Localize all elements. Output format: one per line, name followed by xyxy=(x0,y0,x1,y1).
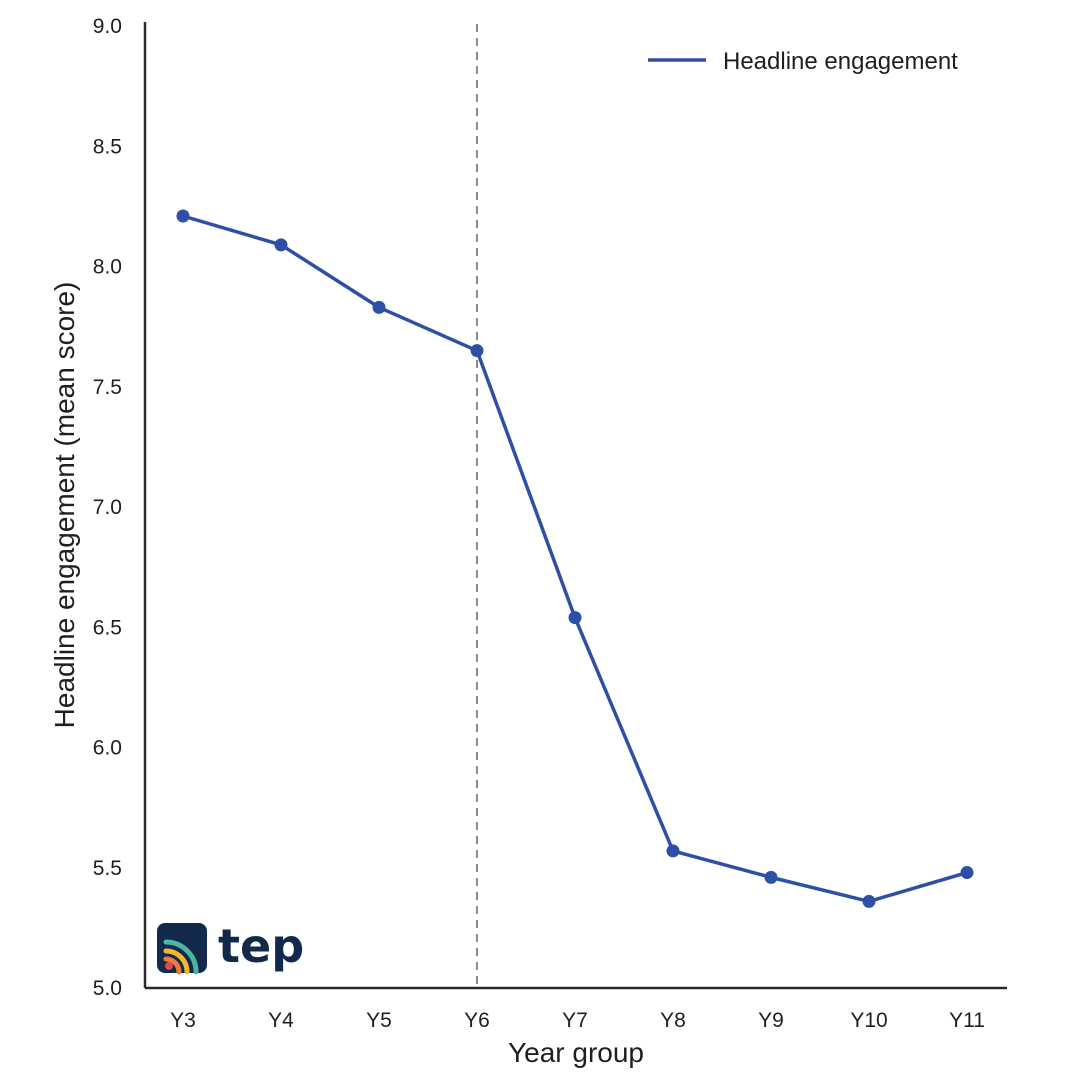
x-tick-label: Y4 xyxy=(268,1009,294,1032)
series-points xyxy=(176,209,974,908)
x-tick-label: Y5 xyxy=(366,1009,392,1032)
data-point-y4 xyxy=(274,238,288,252)
y-tick-label: 6.0 xyxy=(93,737,122,760)
y-tick-label: 8.5 xyxy=(93,135,122,158)
x-axis-ticks: Y3 Y4 Y5 Y6 Y7 Y8 Y9 Y10 Y11 xyxy=(170,1009,985,1032)
legend-label: Headline engagement xyxy=(723,48,958,75)
x-tick-label: Y11 xyxy=(949,1009,985,1032)
tep-logo-arc-yellow xyxy=(163,948,190,975)
data-point-y3 xyxy=(176,209,190,223)
y-tick-label: 7.0 xyxy=(93,496,122,519)
x-tick-label: Y3 xyxy=(170,1009,196,1032)
tep-logo-arc-orange xyxy=(163,956,182,975)
y-tick-label: 6.5 xyxy=(93,616,122,639)
data-point-y9 xyxy=(764,870,778,884)
x-axis-title: Year group xyxy=(508,1037,644,1068)
data-point-y6 xyxy=(470,344,484,358)
tep-logo: tep xyxy=(157,919,304,975)
data-point-y5 xyxy=(372,300,386,314)
y-tick-label: 7.5 xyxy=(93,376,122,399)
tep-logo-text: tep xyxy=(218,919,304,973)
x-tick-label: Y10 xyxy=(850,1009,887,1032)
legend: Headline engagement xyxy=(648,48,958,75)
y-tick-label: 5.5 xyxy=(93,857,122,880)
tep-logo-dot xyxy=(165,962,173,970)
data-point-y8 xyxy=(666,844,680,858)
tep-logo-arc-green xyxy=(163,939,199,975)
y-tick-label: 8.0 xyxy=(93,256,122,279)
x-tick-label: Y8 xyxy=(660,1009,686,1032)
data-point-y11 xyxy=(960,866,974,880)
data-point-y10 xyxy=(862,894,876,908)
series-line-headline-engagement xyxy=(182,214,968,904)
data-point-y7 xyxy=(568,611,582,625)
x-tick-label: Y9 xyxy=(758,1009,784,1032)
y-axis-title: Headline engagement (mean score) xyxy=(49,282,80,729)
y-axis-ticks: 5.0 5.5 6.0 6.5 7.0 7.5 8.0 8.5 9.0 xyxy=(93,15,122,1000)
y-tick-label: 9.0 xyxy=(93,15,122,38)
x-tick-label: Y7 xyxy=(562,1009,588,1032)
y-tick-label: 5.0 xyxy=(93,977,122,1000)
x-tick-label: Y6 xyxy=(464,1009,490,1032)
